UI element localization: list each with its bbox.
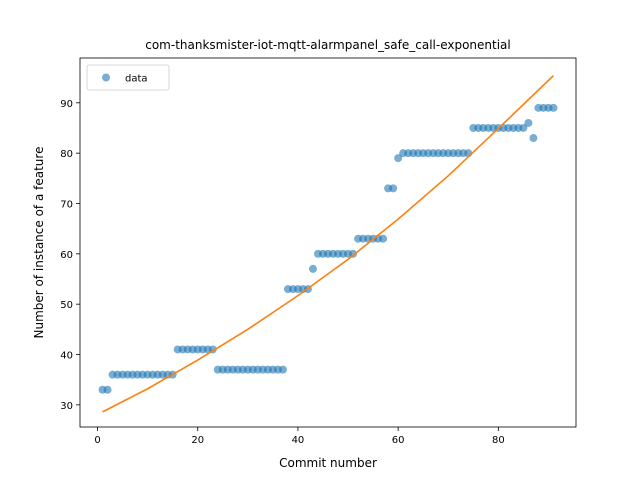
y-tick-label: 30 — [60, 401, 73, 412]
y-tick-label: 80 — [60, 149, 73, 160]
y-tick-label: 70 — [60, 199, 73, 210]
axes-frame — [79, 57, 577, 428]
x-tick-label: 20 — [191, 435, 204, 446]
legend-label: data — [125, 74, 148, 85]
data-point — [379, 234, 388, 243]
y-tick-label: 90 — [60, 99, 73, 110]
data-point — [103, 385, 112, 394]
x-tick-label: 40 — [292, 435, 305, 446]
data-point — [529, 134, 538, 143]
x-tick-label: 80 — [492, 435, 505, 446]
legend-frame — [86, 64, 170, 91]
y-tick-label: 60 — [60, 250, 73, 261]
data-point — [389, 184, 398, 193]
data-point — [278, 365, 287, 374]
chart-title: com-thanksmister-iot-mqtt-alarmpanel_saf… — [145, 38, 511, 52]
x-axis-label: Commit number — [279, 456, 377, 470]
y-tick-label: 40 — [60, 351, 73, 362]
y-tick-label: 50 — [60, 300, 73, 311]
data-point — [349, 249, 358, 258]
data-point — [519, 123, 528, 132]
data-point — [549, 103, 558, 112]
legend-marker — [102, 73, 110, 82]
legend: data — [86, 64, 170, 91]
data-point — [524, 118, 533, 127]
fit-line — [102, 75, 555, 413]
plot-area: 0 20 40 60 80 30 40 50 60 70 80 90 — [60, 57, 577, 446]
data-point — [394, 154, 403, 163]
y-axis-label: Number of instance of a feature — [32, 147, 46, 339]
x-tick-label: 60 — [392, 435, 405, 446]
x-tick-label: 0 — [94, 435, 100, 446]
data-point — [308, 264, 317, 273]
